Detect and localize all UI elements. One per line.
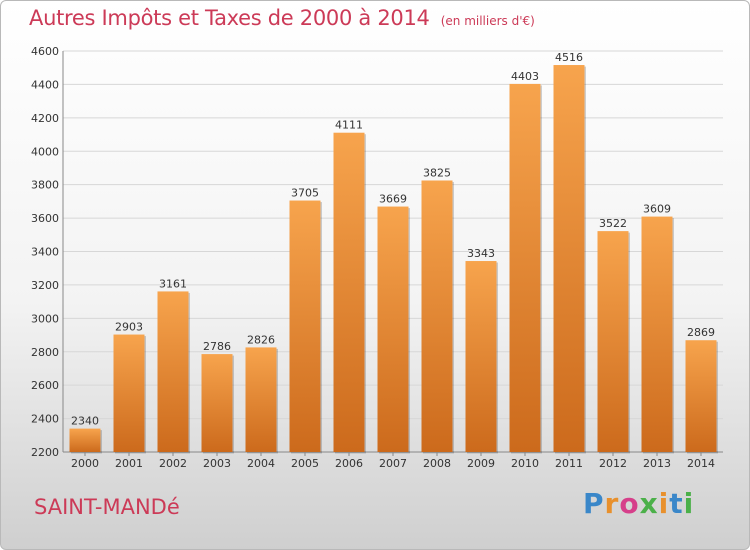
y-tick-label: 4600 — [31, 45, 59, 58]
logo-letter: x — [639, 487, 659, 520]
bar — [465, 261, 497, 452]
bar — [641, 216, 673, 452]
bar-value-label: 2340 — [71, 415, 99, 428]
bar — [201, 354, 233, 452]
bar-value-label: 3705 — [291, 187, 319, 200]
logo-letter: P — [583, 487, 605, 520]
bar — [289, 200, 321, 452]
x-tick-label: 2002 — [159, 457, 187, 470]
bar — [509, 83, 541, 453]
x-tick-label: 2012 — [599, 457, 627, 470]
y-tick-label: 2400 — [31, 413, 59, 426]
bar-value-label: 4516 — [555, 51, 583, 64]
bar-value-label: 3161 — [159, 277, 187, 290]
y-tick-label: 3600 — [31, 212, 59, 225]
bar — [377, 206, 409, 452]
bar-value-label: 2869 — [687, 326, 715, 339]
bar — [245, 347, 277, 452]
bar — [113, 334, 145, 452]
proxiti-logo: Proxiti — [583, 487, 694, 520]
title-text: Autres Impôts et Taxes de 2000 à 2014 — [29, 6, 430, 30]
title-unit: (en milliers d'€) — [440, 14, 535, 28]
x-tick-label: 2013 — [643, 457, 671, 470]
city-name: SAINT-MANDé — [34, 495, 180, 519]
y-tick-label: 2600 — [31, 379, 59, 392]
x-tick-label: 2009 — [467, 457, 495, 470]
chart-title: Autres Impôts et Taxes de 2000 à 2014 (e… — [29, 6, 535, 30]
bar-value-label: 4111 — [335, 119, 363, 132]
y-tick-label: 3800 — [31, 179, 59, 192]
x-tick-label: 2011 — [555, 457, 583, 470]
bar-value-label: 2903 — [115, 321, 143, 334]
x-tick-label: 2008 — [423, 457, 451, 470]
x-tick-label: 2000 — [71, 457, 99, 470]
y-tick-label: 3200 — [31, 279, 59, 292]
bar-value-label: 3669 — [379, 193, 407, 206]
x-tick-label: 2014 — [687, 457, 715, 470]
y-tick-label: 3400 — [31, 246, 59, 259]
bar-value-label: 2826 — [247, 333, 275, 346]
y-tick-label: 4400 — [31, 78, 59, 91]
bar-value-label: 3343 — [467, 247, 495, 260]
bar-value-label: 3609 — [643, 203, 671, 216]
y-tick-label: 2200 — [31, 446, 59, 459]
y-tick-label: 4200 — [31, 112, 59, 125]
x-tick-label: 2003 — [203, 457, 231, 470]
bar — [553, 65, 585, 452]
bar — [421, 180, 453, 453]
y-tick-label: 3000 — [31, 312, 59, 325]
bar-value-label: 3825 — [423, 166, 451, 179]
bar-value-label: 2786 — [203, 340, 231, 353]
logo-letter: t — [669, 487, 684, 520]
x-tick-label: 2004 — [247, 457, 275, 470]
logo-letter: i — [683, 487, 695, 520]
bar — [69, 428, 101, 452]
logo-letter: o — [619, 487, 640, 520]
bar — [157, 291, 189, 452]
x-tick-label: 2006 — [335, 457, 363, 470]
y-tick-label: 4000 — [31, 145, 59, 158]
bar — [333, 132, 365, 453]
bar-value-label: 4403 — [511, 70, 539, 83]
logo-letter: i — [658, 487, 670, 520]
bar-value-label: 3522 — [599, 217, 627, 230]
x-tick-label: 2001 — [115, 457, 143, 470]
bar — [597, 231, 629, 452]
x-tick-label: 2010 — [511, 457, 539, 470]
x-tick-label: 2005 — [291, 457, 319, 470]
bar — [685, 340, 717, 452]
x-tick-label: 2007 — [379, 457, 407, 470]
y-tick-label: 2800 — [31, 346, 59, 359]
logo-letter: r — [604, 487, 620, 520]
